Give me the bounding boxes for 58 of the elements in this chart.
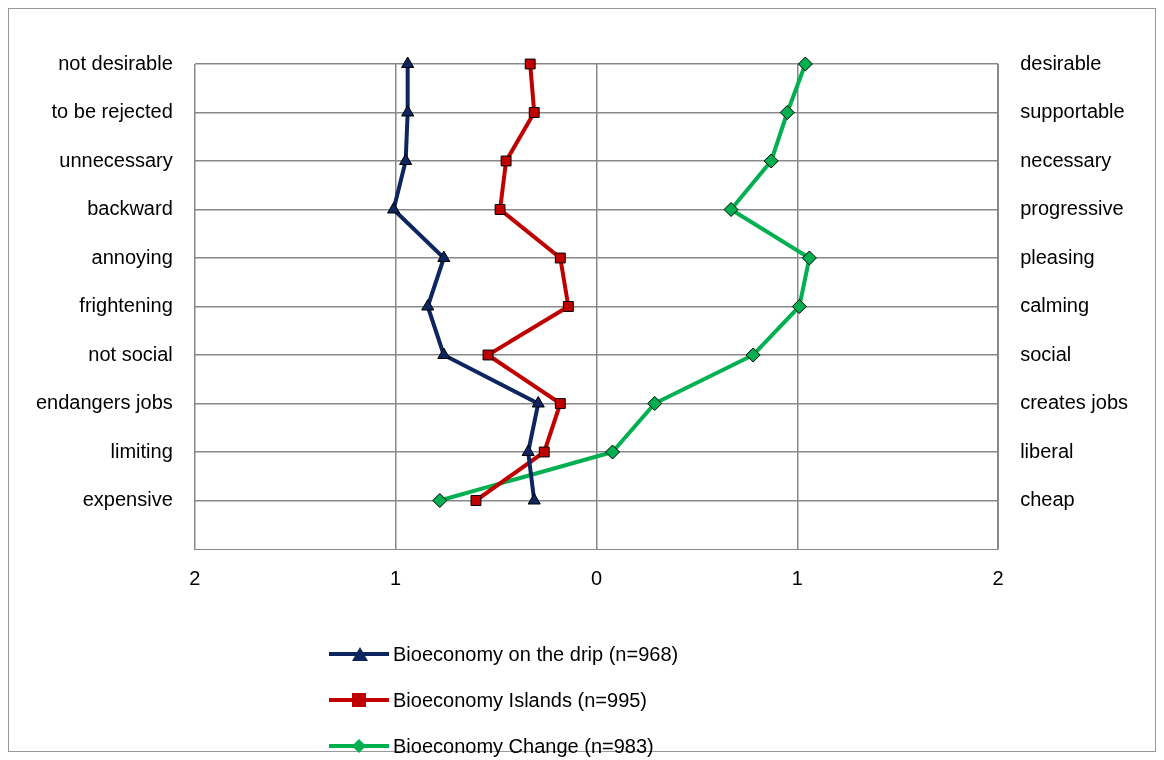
point [562,301,574,312]
y-tick-label: frightening [79,294,173,317]
y-tick-label: limiting [110,439,173,462]
x-tick-label: 0 [590,566,603,589]
y2-tick-label: necessary [1020,148,1112,171]
point [554,398,566,409]
y2-tick-label: pleasing [1020,245,1095,268]
y-tick-label: not desirable [58,51,173,74]
y-tick-label: unnecessary [59,148,173,171]
point [647,396,663,411]
point [401,56,415,68]
point [605,444,621,460]
point [387,202,401,214]
y-tick-label: not social [88,342,173,365]
y2-tick-label: liberal [1020,439,1074,462]
point [437,347,451,359]
y2-tick-label: progressive [1020,197,1124,220]
point [791,299,807,314]
point [500,155,512,167]
y2-tick-label: cheap [1020,488,1075,511]
point [527,493,541,505]
y2-tick-label: creates jobs [1020,391,1129,414]
y-tick-label: expensive [82,488,173,511]
point [401,105,415,117]
point [779,105,795,120]
legend-label: Bioeconomy on the drip (n=968) [393,642,679,666]
x-tick-label: 2 [189,566,201,589]
point [494,204,506,215]
y-tick-label: endangers jobs [35,391,173,414]
point [745,347,761,363]
point [801,250,817,266]
point [763,153,779,169]
y2-tick-label: desirable [1020,51,1102,74]
y-tick-label: backward [87,197,173,220]
point [470,495,482,506]
x-tick-label: 1 [791,566,803,589]
point [797,56,813,72]
point [538,446,550,458]
y-tick-label: annoying [91,245,173,268]
point [437,250,451,262]
point [399,153,413,165]
point [421,299,435,311]
point [524,58,536,70]
point [521,444,535,456]
x-tick-label: 2 [992,566,1004,589]
point [528,107,540,118]
point [432,493,448,508]
y2-tick-label: social [1020,342,1072,365]
y-tick-label: to be rejected [51,100,173,123]
y2-tick-label: supportable [1020,100,1125,123]
point [531,396,545,408]
point [482,349,494,361]
y2-tick-label: calming [1020,294,1090,317]
legend-label: Bioeconomy Change (n=983) [393,734,654,758]
point [723,202,739,217]
point [554,252,566,264]
legend-label: Bioeconomy Islands (n=995) [393,688,648,712]
x-tick-label: 1 [390,566,402,589]
